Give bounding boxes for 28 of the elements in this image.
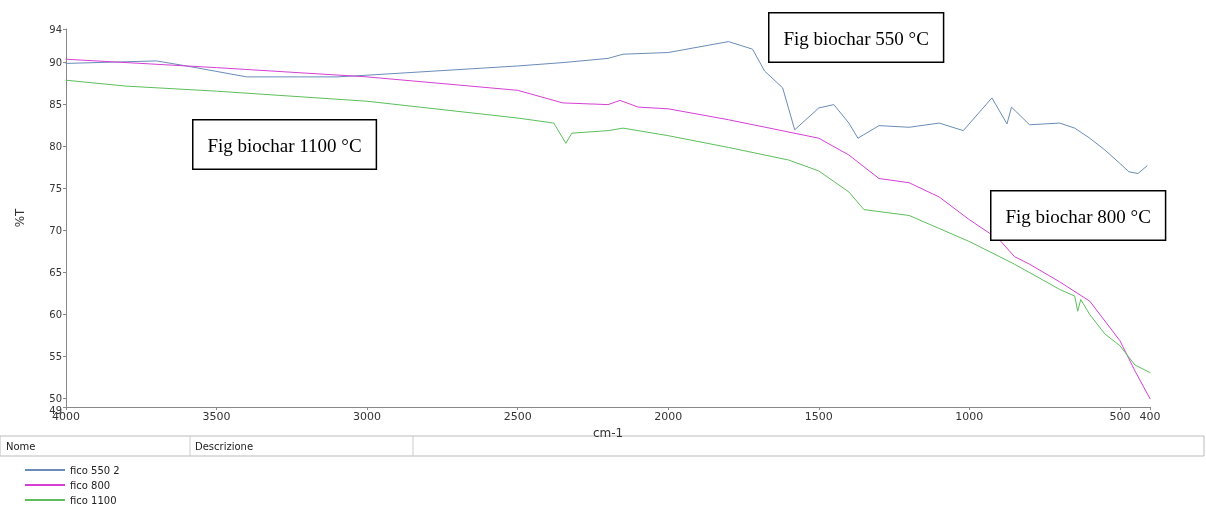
y-tick-label: 70 bbox=[49, 225, 62, 237]
y-tick-label: 55 bbox=[49, 351, 62, 363]
y-tick-label: 50 bbox=[49, 393, 62, 405]
x-tick-label: 1500 bbox=[804, 410, 833, 423]
x-tick-label: 3500 bbox=[202, 410, 231, 423]
annotation: Fig biochar 550 °C bbox=[783, 27, 929, 49]
text: Descrizione bbox=[195, 440, 254, 452]
y-tick-label: 80 bbox=[49, 141, 62, 153]
x-tick-label: 2500 bbox=[503, 410, 532, 423]
y-tick-label: 90 bbox=[49, 57, 62, 69]
legend-label: fico 550 2 bbox=[70, 464, 120, 476]
x-axis-title: cm-1 bbox=[592, 425, 624, 440]
y-tick-label: 65 bbox=[49, 267, 62, 279]
x-tick-label: 1000 bbox=[955, 410, 984, 423]
legend-label: fico 800 bbox=[70, 479, 111, 491]
legend-title: Nome bbox=[6, 440, 36, 452]
annotation: Fig biochar 1100 °C bbox=[207, 134, 362, 156]
x-tick-label: 500 bbox=[1109, 410, 1131, 423]
x-tick-label: 2000 bbox=[654, 410, 683, 423]
y-axis-title: %T bbox=[13, 207, 27, 228]
x-tick-label: 400 bbox=[1139, 410, 1161, 423]
y-tick-label: 85 bbox=[49, 99, 62, 111]
legend-label: fico 1100 bbox=[70, 494, 117, 506]
y-tick-label: 75 bbox=[49, 183, 62, 195]
y-tick-label: 94 bbox=[49, 23, 62, 35]
y-tick-label: 60 bbox=[49, 309, 62, 321]
x-tick-label: 3000 bbox=[353, 410, 382, 423]
annotation: Fig biochar 800 °C bbox=[1005, 205, 1151, 227]
